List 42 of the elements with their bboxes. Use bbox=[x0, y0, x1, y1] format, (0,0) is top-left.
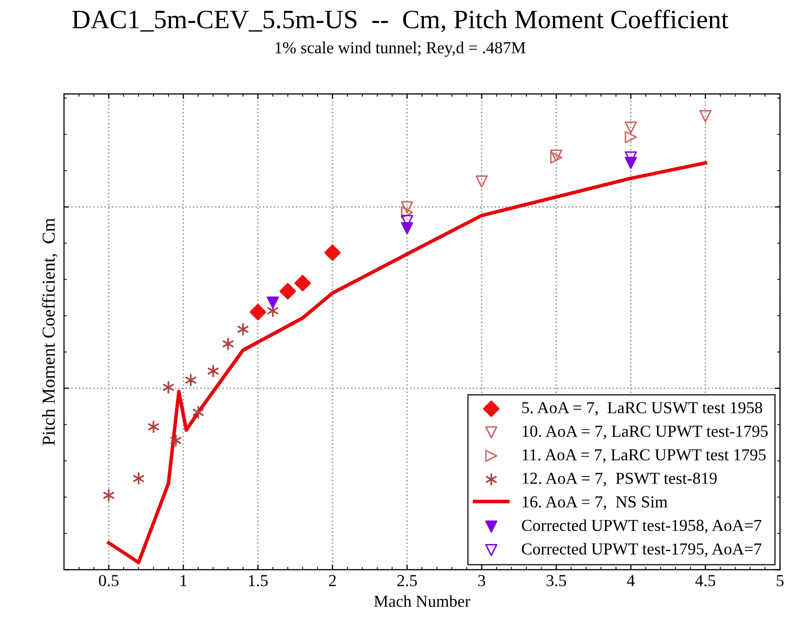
chart-subtitle: 1% scale wind tunnel; Rey,d = .487M bbox=[276, 42, 526, 57]
x-tick-label: 4 bbox=[626, 575, 635, 586]
point bbox=[624, 121, 637, 134]
x-axis-title: Mach Number bbox=[374, 595, 470, 607]
legend-label: 5. AoA = 7, LaRC USWT test 1958 bbox=[522, 402, 762, 416]
legend-label: 16. AoA = 7, NS Sim bbox=[522, 496, 668, 510]
point bbox=[238, 323, 248, 336]
x-tick-label: 1.5 bbox=[248, 575, 268, 586]
point bbox=[279, 282, 296, 300]
x-tick-label: 2.5 bbox=[397, 575, 417, 586]
point bbox=[401, 206, 414, 218]
x-tick-label: 2 bbox=[329, 575, 336, 586]
legend-label: 12. AoA = 7, PSWT test-819 bbox=[522, 472, 717, 486]
legend-label: 10. AoA = 7, LaRC UPWT test-1795 bbox=[522, 426, 768, 440]
legend-label: Corrected UPWT test-1958, AoA=7 bbox=[522, 519, 762, 534]
legend-label: 11. AoA = 7, LaRC UPWT test 1795 bbox=[522, 449, 766, 463]
point bbox=[222, 338, 234, 350]
point bbox=[324, 244, 341, 261]
point bbox=[170, 434, 182, 447]
point bbox=[162, 381, 174, 394]
point bbox=[208, 364, 219, 378]
x-tick-label: 4.5 bbox=[695, 575, 716, 586]
point bbox=[401, 201, 414, 214]
point bbox=[250, 304, 266, 320]
x-tick-label: 1 bbox=[180, 575, 186, 586]
x-tick-label: 5 bbox=[776, 575, 784, 586]
y-axis-title: Pitch Moment Coefficient, Cm bbox=[42, 218, 58, 446]
point bbox=[699, 110, 712, 122]
point bbox=[266, 296, 279, 309]
point bbox=[294, 274, 311, 292]
point bbox=[192, 406, 204, 419]
point bbox=[624, 130, 637, 144]
x-tick-label: 3.5 bbox=[546, 575, 566, 586]
point bbox=[148, 420, 159, 434]
x-tick-label: 3 bbox=[478, 575, 486, 586]
point bbox=[133, 472, 144, 485]
chart-title: DAC1_5m-CEV_5.5m-US -- Cm, Pitch Moment Coefficient bbox=[72, 10, 728, 32]
x-tick-label: 0.5 bbox=[98, 575, 119, 586]
legend-label: Corrected UPWT test-1795, AoA=7 bbox=[522, 542, 762, 558]
point bbox=[185, 374, 196, 386]
point bbox=[103, 489, 114, 502]
point bbox=[476, 175, 488, 188]
